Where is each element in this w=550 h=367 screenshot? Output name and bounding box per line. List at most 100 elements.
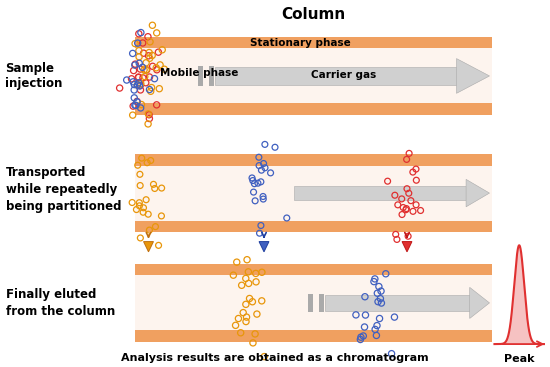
Bar [135,221,492,232]
Point [128,112,137,118]
Point [136,87,145,93]
Point [356,334,365,340]
Point [158,47,167,53]
Point [244,280,253,286]
Point [146,157,155,163]
Point [130,102,139,108]
Point [147,85,156,91]
Polygon shape [466,179,490,207]
Point [257,167,266,173]
Point [375,316,384,321]
Point [134,80,143,86]
Point [416,208,425,214]
Point [148,63,157,69]
Point [242,314,251,320]
Point [356,337,365,342]
Point [391,232,400,237]
Point [361,312,370,318]
Point [138,64,147,70]
Point [282,215,291,221]
Point [140,74,149,80]
Point [139,50,148,56]
Point [361,294,370,300]
Point [251,331,260,337]
Text: Carrier gas: Carrier gas [311,70,376,80]
Point [236,330,245,336]
Point [142,197,151,203]
Point [377,288,386,294]
Point [122,77,131,83]
Point [139,209,147,215]
Point [390,192,399,198]
Point [266,170,275,176]
Bar [135,37,492,48]
Point [145,74,154,80]
Point [255,163,263,168]
Point [150,76,159,81]
Point [249,340,257,346]
Point [371,327,380,333]
Point [128,200,136,206]
Point [249,178,257,184]
Point [393,202,402,208]
Point [129,68,138,73]
Point [146,39,155,45]
Point [127,76,136,82]
Point [402,207,410,212]
Point [402,156,411,162]
Bar [198,66,203,86]
Point [255,154,263,160]
Point [259,161,268,167]
Point [133,98,141,104]
Point [243,257,251,263]
Bar [209,66,214,86]
Point [151,224,160,230]
Bar [324,295,470,311]
Text: Column: Column [282,7,345,22]
Point [145,87,154,92]
Bar [135,154,492,166]
Bar [135,103,492,115]
Point [411,202,420,208]
Point [152,102,161,108]
Point [251,198,260,204]
Point [239,310,248,316]
Point [135,83,144,89]
Point [257,269,266,275]
Point [244,269,253,275]
Point [144,121,152,127]
Point [116,85,124,91]
Point [372,333,381,338]
Point [143,160,152,166]
Point [251,270,260,276]
Polygon shape [470,287,490,319]
Point [387,351,396,357]
Point [260,354,268,360]
Bar [135,154,492,232]
Point [399,204,408,210]
Point [249,189,258,195]
Point [134,75,142,80]
Text: Stationary phase: Stationary phase [250,38,351,48]
Point [375,284,383,290]
Point [136,105,145,111]
Bar [294,186,466,200]
Point [131,41,140,47]
Point [155,86,164,92]
Point [135,48,144,54]
Point [241,301,250,307]
Point [377,300,386,306]
Point [145,50,153,55]
Text: Analysis results are obtained as a chromatogram: Analysis results are obtained as a chrom… [121,353,429,363]
Point [134,74,143,80]
Point [255,230,264,236]
Point [136,83,145,88]
Point [256,222,265,228]
Bar [135,275,492,330]
Point [135,203,144,209]
Point [133,40,142,46]
Point [134,31,143,37]
Point [373,299,382,305]
Point [144,34,152,40]
Bar [319,294,324,312]
